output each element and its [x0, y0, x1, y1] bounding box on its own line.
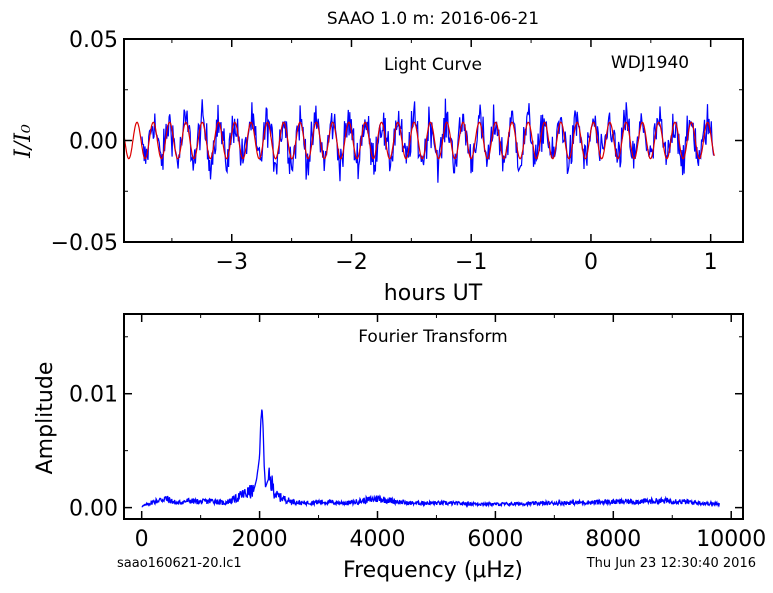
- light-curve-xlabel: hours UT: [384, 281, 483, 306]
- fourier-xtick-label: 4000: [349, 527, 405, 552]
- fourier-xtick-label: 10000: [696, 527, 766, 552]
- light-curve-data-series: [141, 98, 715, 183]
- light-curve-xtick-label: 0: [584, 250, 598, 275]
- figure-title: SAAO 1.0 m: 2016-06-21: [327, 9, 539, 29]
- fourier-ytick-label: 0.01: [69, 383, 118, 408]
- light-curve-ytick-label: −0.05: [51, 231, 118, 256]
- light-curve-xtick-label: −3: [216, 250, 248, 275]
- fourier-xtick-label: 8000: [585, 527, 641, 552]
- footer-timestamp: Thu Jun 23 12:30:40 2016: [586, 556, 756, 571]
- fourier-ylabel: Amplitude: [33, 362, 58, 475]
- light-curve-xtick-label: −1: [455, 250, 487, 275]
- fourier-xlabel: Frequency (μHz): [343, 558, 523, 583]
- fourier-annotation: Fourier Transform: [358, 327, 507, 347]
- light-curve-panel: −3 −2 −1 0 1 −0.05 0.00 0.05 Light Curve WDJ194…: [11, 28, 744, 306]
- light-curve-annotation: Light Curve: [384, 55, 482, 75]
- footer-filename: saao160621-20.lc1: [117, 556, 242, 571]
- light-curve-xtick-label: 1: [704, 250, 718, 275]
- fourier-panel: 0 2000 4000 6000 8000 10000 0.00 0.01 Fourier T…: [33, 313, 766, 583]
- target-name-annotation: WDJ1940: [611, 53, 689, 73]
- fourier-frame: [123, 313, 744, 520]
- light-curve-ytick-label: 0.05: [69, 28, 118, 53]
- fourier-xtick-label: 6000: [467, 527, 523, 552]
- fourier-amplitude-series: [141, 409, 721, 508]
- light-curve-xtick-label: −2: [335, 250, 367, 275]
- light-curve-ylabel: I/I₀: [11, 124, 36, 159]
- fourier-ytick-label: 0.00: [69, 497, 118, 522]
- fourier-xtick-label: 2000: [232, 527, 288, 552]
- light-curve-model-series: [123, 121, 715, 160]
- light-curve-ytick-label: 0.00: [69, 130, 118, 155]
- fourier-xtick-label: 0: [135, 527, 149, 552]
